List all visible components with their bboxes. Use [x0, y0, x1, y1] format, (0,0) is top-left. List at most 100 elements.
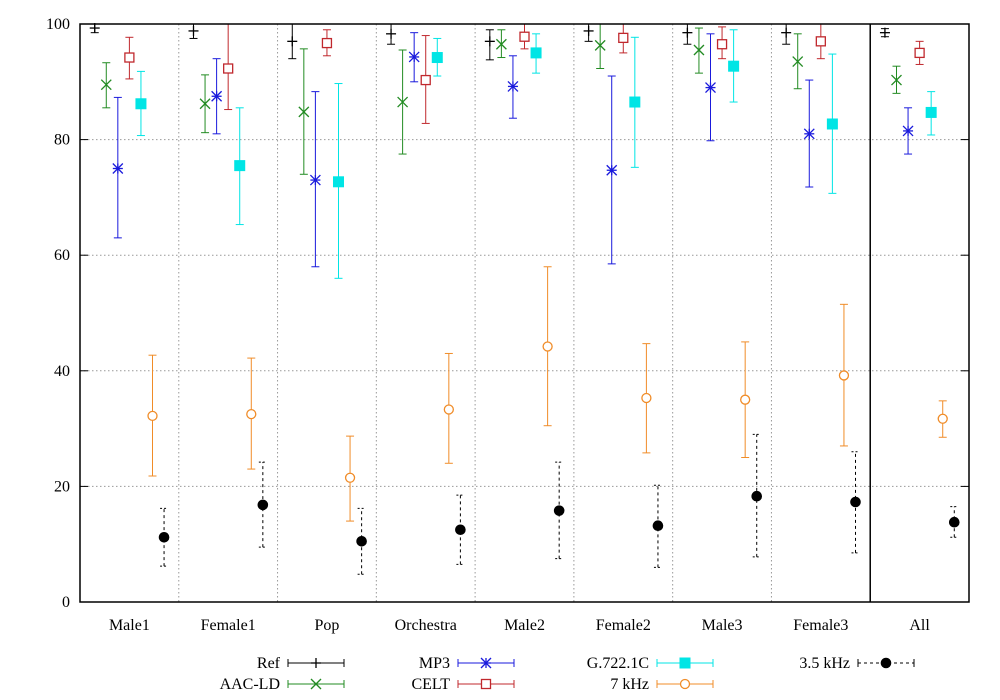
legend-label: Ref	[257, 655, 281, 672]
y-tick-label: 100	[46, 16, 70, 33]
legend-marker-celt	[480, 678, 492, 690]
point-ref	[188, 25, 199, 36]
x-tick-label: Female1	[201, 617, 256, 634]
plot-frame	[79, 23, 970, 603]
error-bar-3-5-khz	[456, 494, 465, 565]
point-aac-ld	[792, 56, 804, 68]
point-g-722-1c	[333, 176, 345, 188]
legend-item-7-khz: 7 kHz	[610, 676, 714, 693]
point-mp3	[606, 164, 618, 176]
error-bar-3-5-khz	[160, 507, 169, 567]
point-7-khz	[443, 404, 454, 415]
x-tick-label: Male3	[702, 617, 743, 634]
point-g-722-1c	[234, 160, 246, 172]
x-tick-label: Male1	[109, 617, 150, 634]
legend-item-mp3: MP3	[419, 655, 515, 672]
point-mp3	[211, 90, 223, 102]
point-7-khz	[740, 394, 751, 405]
point-7-khz	[641, 392, 652, 404]
point-ref	[484, 36, 495, 47]
legend-marker-mp3	[480, 657, 492, 669]
point-celt	[420, 74, 431, 86]
point-ref	[879, 27, 890, 38]
grid-lines	[80, 24, 969, 602]
point-mp3	[112, 163, 124, 174]
point-celt	[124, 52, 135, 63]
legend-item-celt: CELT	[411, 676, 515, 693]
point-aac-ld	[594, 39, 606, 51]
legend-marker-7-khz	[679, 678, 691, 690]
y-tick-label: 20	[54, 478, 70, 495]
point-ref	[781, 27, 792, 38]
point-mp3	[803, 128, 815, 140]
point-7-khz	[344, 472, 356, 483]
y-tick-label: 40	[54, 363, 70, 380]
point-mp3	[902, 125, 914, 137]
point-mp3	[408, 51, 420, 63]
x-axis-ticks: Male1 Female1 Pop Orchestra Male2 Female2 Male…	[109, 617, 930, 634]
point-3-5-khz	[652, 520, 664, 532]
point-3-5-khz	[257, 499, 269, 511]
point-aac-ld	[397, 96, 409, 108]
point-g-722-1c	[530, 47, 542, 59]
point-g-722-1c	[431, 52, 443, 64]
point-celt	[321, 37, 333, 49]
point-celt	[618, 32, 629, 44]
y-tick-label: 0	[62, 594, 70, 611]
point-celt	[519, 31, 530, 42]
point-3-5-khz	[356, 536, 367, 547]
point-mp3	[507, 80, 519, 92]
point-g-722-1c	[629, 96, 641, 108]
point-mp3	[705, 82, 716, 94]
y-tick-label: 80	[54, 132, 70, 149]
point-3-5-khz	[553, 505, 565, 516]
point-7-khz	[838, 370, 850, 381]
point-aac-ld	[199, 98, 211, 110]
x-tick-label: Pop	[314, 617, 339, 634]
point-3-5-khz	[455, 524, 466, 536]
point-ref	[682, 27, 693, 38]
point-celt	[223, 63, 234, 74]
point-aac-ld	[891, 74, 902, 86]
point-ref	[386, 28, 397, 39]
point-g-722-1c	[135, 98, 147, 110]
point-celt	[914, 47, 925, 59]
point-celt	[716, 39, 728, 50]
point-aac-ld	[298, 106, 310, 118]
point-g-722-1c	[826, 118, 838, 130]
point-aac-ld	[495, 38, 507, 50]
legend-item-ref: Ref	[257, 655, 345, 672]
legend-label: G.722.1C	[587, 655, 649, 672]
legend-marker-aac-ld	[310, 678, 322, 690]
point-7-khz	[147, 410, 158, 422]
legend-marker-ref	[311, 658, 321, 668]
data-markers	[89, 23, 960, 547]
point-celt	[815, 36, 826, 47]
point-mp3	[309, 174, 321, 186]
legend-marker-g-722-1c	[679, 657, 691, 669]
point-g-722-1c	[925, 106, 937, 118]
point-ref	[583, 25, 594, 36]
y-tick-label: 60	[54, 247, 70, 264]
point-7-khz	[542, 341, 553, 352]
error-bars	[90, 23, 959, 575]
point-7-khz	[937, 413, 948, 424]
legend-item-3-5-khz: 3.5 kHz	[799, 655, 915, 672]
x-tick-label: Male2	[504, 617, 545, 634]
legend-item-g-722-1c: G.722.1C	[587, 655, 714, 672]
point-3-5-khz	[158, 531, 170, 543]
legend-label: AAC-LD	[220, 676, 280, 693]
legend-marker-3-5-khz	[880, 657, 892, 669]
legend-label: CELT	[411, 676, 450, 693]
legend-label: 3.5 kHz	[799, 655, 850, 672]
point-aac-ld	[100, 79, 112, 91]
point-3-5-khz	[850, 496, 861, 508]
x-tick-label: Female3	[793, 617, 848, 634]
error-bar-3-5-khz	[950, 506, 959, 538]
y-axis-ticks: 0 20 40 60 80 100	[46, 16, 969, 611]
legend-item-aac-ld: AAC-LD	[220, 676, 345, 693]
legend: Ref AAC-LD MP3 CELT G.722.1C 7 kHz 3.5 kHz	[220, 655, 915, 693]
error-bar-3-5-khz	[653, 484, 662, 568]
point-aac-ld	[693, 44, 705, 56]
